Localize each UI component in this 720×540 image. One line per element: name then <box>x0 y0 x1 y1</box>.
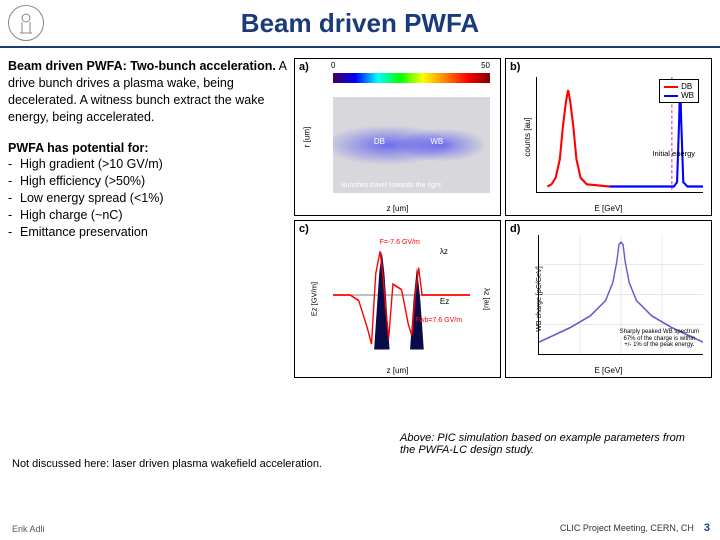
bullet-item: Low energy spread (<1%) <box>8 190 288 207</box>
cbar-max: 50 <box>481 61 490 70</box>
panel-b-ylabel: counts [au] <box>523 117 532 156</box>
panel-c-ylabel-left: Ez [GV/m] <box>310 282 319 316</box>
db-curve <box>547 90 609 186</box>
footer-author: Erik Adli <box>12 524 45 534</box>
note2: 67% of the charge is within <box>620 336 699 343</box>
legend-wb-line <box>664 95 678 97</box>
slide-title: Beam driven PWFA <box>44 8 712 39</box>
panel-d-xlabel: E [GeV] <box>594 366 622 375</box>
intro-paragraph: Beam driven PWFA: Two-bunch acceleration… <box>8 58 288 126</box>
ez-curve <box>333 251 470 344</box>
intro-bold: Beam driven PWFA: Two-bunch acceleration… <box>8 59 276 73</box>
page-number: 3 <box>704 522 710 534</box>
panel-d: d) Sharply peaked WB spectrum 67% of the… <box>505 220 712 378</box>
panel-a: a) 0 50 DB WB Bunches travel towards the… <box>294 58 501 216</box>
text-column: Beam driven PWFA: Two-bunch acceleration… <box>8 58 288 378</box>
legend-db-line <box>664 86 678 88</box>
lz-label: λz <box>440 247 448 256</box>
panel-b-legend: DB WB <box>659 79 699 103</box>
legend-db: DB <box>681 82 692 91</box>
f2-label: Fwb=7.6 GV/m <box>415 317 462 324</box>
panel-c-plot: F=-7.6 GV/m Fwb=7.6 GV/m λz Ez <box>333 235 470 355</box>
not-discussed-note: Not discussed here: laser driven plasma … <box>12 458 332 470</box>
note1: Sharply peaked WB spectrum <box>620 329 699 336</box>
bullet-item: Emittance preservation <box>8 224 288 241</box>
bullet-list: High gradient (>10 GV/m) High efficiency… <box>8 156 288 240</box>
panel-c: c) F=-7.6 GV/m Fwb=7.6 GV/m λz Ez Ez [GV… <box>294 220 501 378</box>
panel-b: b) DB WB Initial energy counts [au] E [G… <box>505 58 712 216</box>
panel-d-ylabel: WB charge [pC/GeV] <box>536 266 543 331</box>
db-label: DB <box>374 137 385 146</box>
footer-meeting: CLIC Project Meeting, CERN, CH <box>560 523 694 533</box>
bunch-text: Bunches travel towards the right <box>341 182 441 189</box>
panel-a-ylabel: r [um] <box>303 127 312 147</box>
figure-grid: a) 0 50 DB WB Bunches travel towards the… <box>294 58 712 378</box>
panel-a-xlabel: z [um] <box>387 204 409 213</box>
cbar-min: 0 <box>331 61 335 70</box>
wb-label: WB <box>430 137 443 146</box>
potential-title: PWFA has potential for: <box>8 141 149 155</box>
ez-label: Ez <box>440 297 449 306</box>
panel-c-label: c) <box>299 223 309 235</box>
legend-wb: WB <box>681 91 694 100</box>
panel-b-label: b) <box>510 61 520 73</box>
university-logo <box>8 5 44 41</box>
bullet-item: High gradient (>10 GV/m) <box>8 156 288 173</box>
bullet-item: High charge (~nC) <box>8 207 288 224</box>
panel-a-plot: DB WB <box>333 97 490 193</box>
figure-caption: Above: PIC simulation based on example p… <box>400 432 700 456</box>
f1-label: F=-7.6 GV/m <box>380 239 420 246</box>
bullet-item: High efficiency (>50%) <box>8 173 288 190</box>
panel-c-xlabel: z [um] <box>387 366 409 375</box>
panel-d-note: Sharply peaked WB spectrum 67% of the ch… <box>620 329 699 349</box>
panel-c-ylabel-right: λz [au] <box>482 288 491 310</box>
panel-b-xlabel: E [GeV] <box>594 204 622 213</box>
main-content: Beam driven PWFA: Two-bunch acceleration… <box>0 48 720 378</box>
initial-energy-label: Initial energy <box>652 149 695 158</box>
panel-d-label: d) <box>510 223 520 235</box>
panel-a-label: a) <box>299 61 309 73</box>
colorbar <box>333 73 490 83</box>
potential-heading: PWFA has potential for: <box>8 140 288 157</box>
footer-right: CLIC Project Meeting, CERN, CH 3 <box>560 522 710 534</box>
header: Beam driven PWFA <box>0 0 720 48</box>
note3: +/- 1% of the peak energy. <box>620 342 699 349</box>
